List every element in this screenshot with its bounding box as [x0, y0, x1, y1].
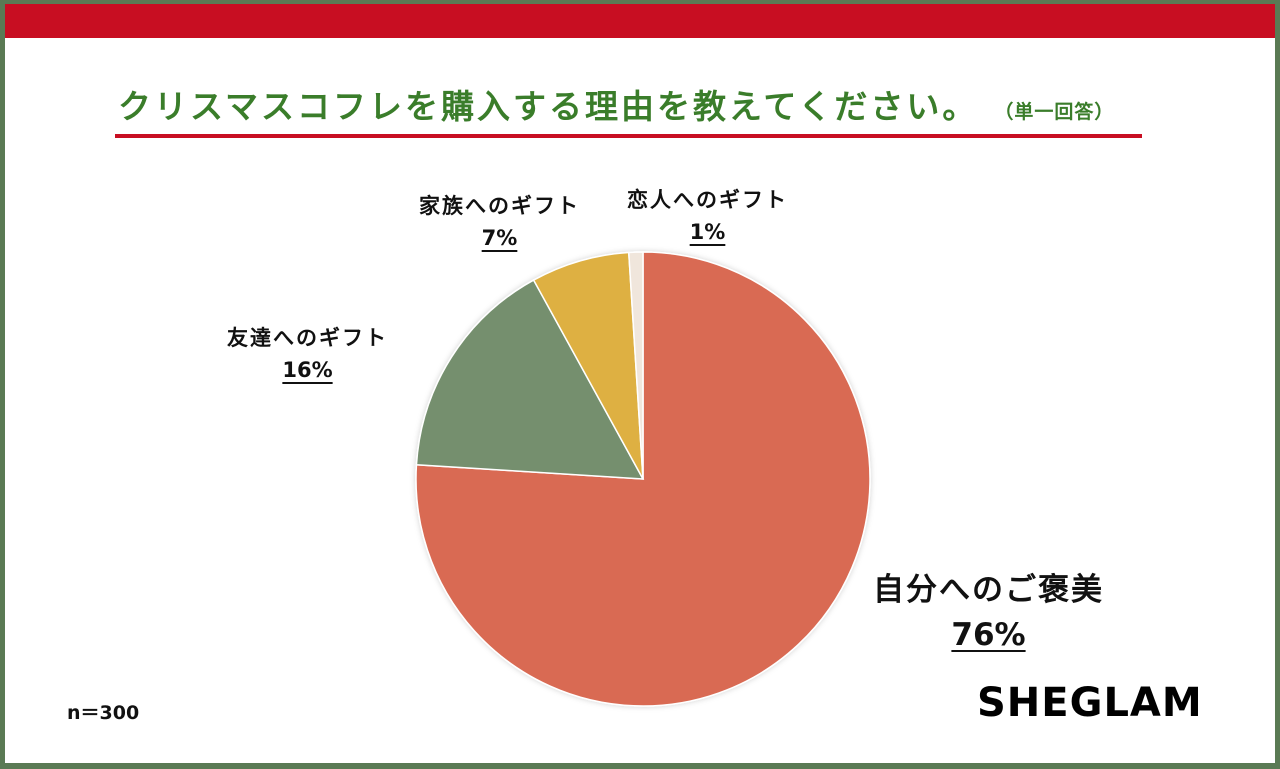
sample-size: n＝300: [67, 702, 140, 724]
label-self-reward: 自分へのご褒美 76%: [873, 564, 1104, 653]
label-friends-pct: 16%: [282, 358, 333, 382]
label-partner: 恋人へのギフト 1%: [627, 184, 788, 244]
pie-chart: [415, 251, 871, 707]
label-partner-name: 恋人へのギフト: [627, 188, 788, 212]
title-sub: （単一回答）: [994, 101, 1115, 123]
label-family-name: 家族へのギフト: [419, 194, 580, 218]
label-friends: 友達へのギフト 16%: [227, 322, 388, 382]
label-friends-name: 友達へのギフト: [227, 326, 388, 350]
label-family: 家族へのギフト 7%: [419, 190, 580, 250]
top-band: [5, 4, 1275, 38]
title-underline: [115, 134, 1142, 138]
title-main: クリスマスコフレを購入する理由を教えてください。: [118, 87, 979, 126]
label-self-reward-pct: 76%: [951, 617, 1026, 653]
chart-title: クリスマスコフレを購入する理由を教えてください。 （単一回答）: [118, 80, 1115, 126]
label-self-reward-name: 自分へのご褒美: [873, 572, 1104, 608]
label-family-pct: 7%: [481, 226, 518, 250]
slice-partner: [627, 251, 644, 480]
slide-frame: クリスマスコフレを購入する理由を教えてください。 （単一回答） 恋人へのギフト …: [5, 4, 1275, 763]
label-partner-pct: 1%: [689, 220, 726, 244]
brand-logo: SHEGLAM: [977, 680, 1203, 726]
slice-self-reward: [415, 251, 871, 707]
slice-friends: [415, 279, 645, 480]
